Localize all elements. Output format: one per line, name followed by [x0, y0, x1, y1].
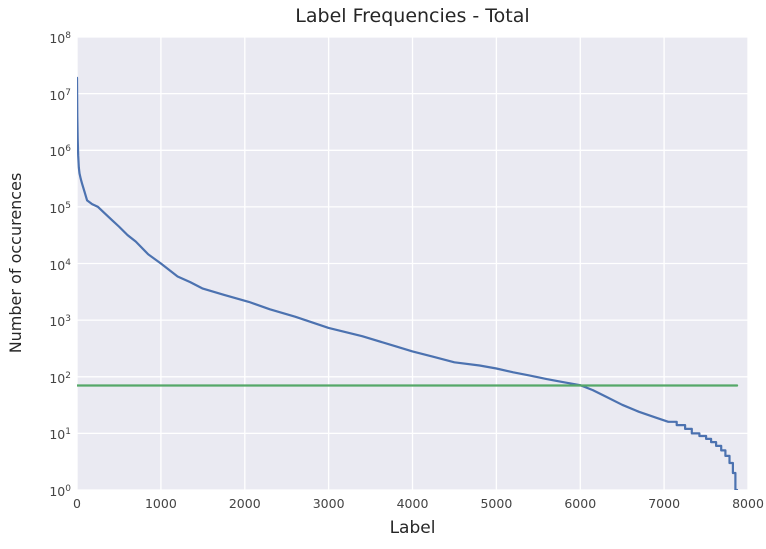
y-tick-label: 104: [49, 257, 71, 273]
y-tick-label: 100: [49, 484, 71, 500]
y-tick-label: 107: [49, 87, 71, 103]
x-tick-label: 4000: [396, 496, 429, 511]
x-tick-label: 8000: [732, 496, 764, 511]
x-axis-label: Label: [389, 518, 436, 538]
y-tick-label: 101: [49, 427, 71, 443]
x-tick-label: 1000: [144, 496, 177, 511]
frequency-line: [77, 76, 739, 490]
y-tick-label: 102: [49, 370, 71, 386]
chart-title: Label Frequencies - Total: [295, 5, 530, 27]
plot-area: [77, 37, 748, 490]
x-tick-label: 0: [73, 496, 81, 511]
x-tick-label: 2000: [228, 496, 261, 511]
x-tick-label: 7000: [648, 496, 681, 511]
y-tick-label: 108: [49, 31, 71, 47]
y-tick-label: 103: [49, 314, 71, 330]
y-tick-label: 106: [49, 144, 71, 160]
x-tick-label: 5000: [480, 496, 513, 511]
x-tick-label: 3000: [312, 496, 345, 511]
chart-canvas: [77, 37, 748, 490]
y-tick-label: 105: [49, 200, 71, 217]
x-tick-label: 6000: [564, 496, 597, 511]
